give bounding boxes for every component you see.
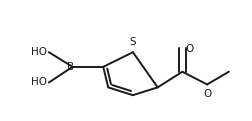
Text: O: O xyxy=(185,44,194,54)
Text: HO: HO xyxy=(31,77,47,87)
Text: O: O xyxy=(203,89,211,99)
Text: S: S xyxy=(130,37,136,47)
Text: HO: HO xyxy=(31,47,47,57)
Text: B: B xyxy=(68,62,75,72)
